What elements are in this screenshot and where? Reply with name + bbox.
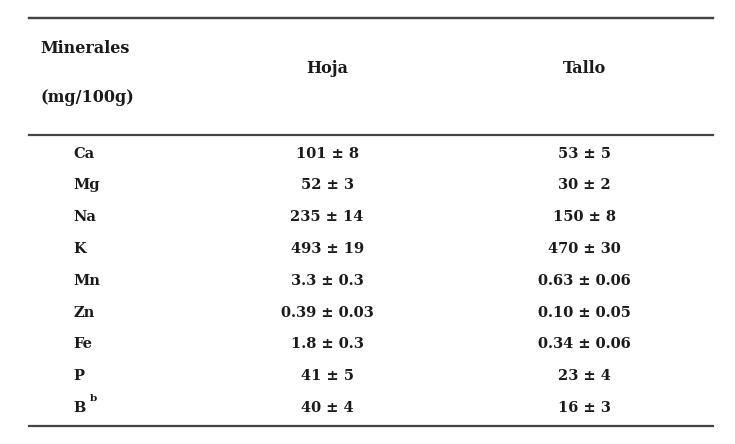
- Text: 101 ± 8: 101 ± 8: [295, 147, 359, 161]
- Text: Zn: Zn: [74, 305, 95, 320]
- Text: 3.3 ± 0.3: 3.3 ± 0.3: [291, 274, 363, 288]
- Text: 52 ± 3: 52 ± 3: [301, 178, 354, 192]
- Text: 40 ± 4: 40 ± 4: [301, 401, 354, 415]
- Text: 470 ± 30: 470 ± 30: [548, 242, 620, 256]
- Text: 41 ± 5: 41 ± 5: [301, 369, 354, 383]
- Text: Hoja: Hoja: [306, 60, 348, 77]
- Text: 150 ± 8: 150 ± 8: [553, 210, 616, 224]
- Text: 53 ± 5: 53 ± 5: [558, 147, 611, 161]
- Text: 493 ± 19: 493 ± 19: [290, 242, 364, 256]
- Text: 23 ± 4: 23 ± 4: [558, 369, 611, 383]
- Text: b: b: [90, 394, 97, 403]
- Text: Minerales: Minerales: [40, 40, 130, 57]
- Text: 0.10 ± 0.05: 0.10 ± 0.05: [538, 305, 631, 320]
- Text: (mg/100g): (mg/100g): [40, 89, 135, 106]
- Text: Mn: Mn: [74, 274, 101, 288]
- Text: Ca: Ca: [74, 147, 95, 161]
- Text: 0.63 ± 0.06: 0.63 ± 0.06: [538, 274, 631, 288]
- Text: 30 ± 2: 30 ± 2: [558, 178, 611, 192]
- Text: 1.8 ± 0.3: 1.8 ± 0.3: [290, 337, 364, 352]
- Text: B: B: [74, 401, 86, 415]
- Text: 16 ± 3: 16 ± 3: [558, 401, 611, 415]
- Text: Na: Na: [74, 210, 96, 224]
- Text: K: K: [74, 242, 86, 256]
- Text: 235 ± 14: 235 ± 14: [290, 210, 364, 224]
- Text: P: P: [74, 369, 85, 383]
- Text: Fe: Fe: [74, 337, 93, 352]
- Text: 0.34 ± 0.06: 0.34 ± 0.06: [538, 337, 631, 352]
- Text: 0.39 ± 0.03: 0.39 ± 0.03: [281, 305, 373, 320]
- Text: Mg: Mg: [74, 178, 100, 192]
- Text: Tallo: Tallo: [563, 60, 606, 77]
